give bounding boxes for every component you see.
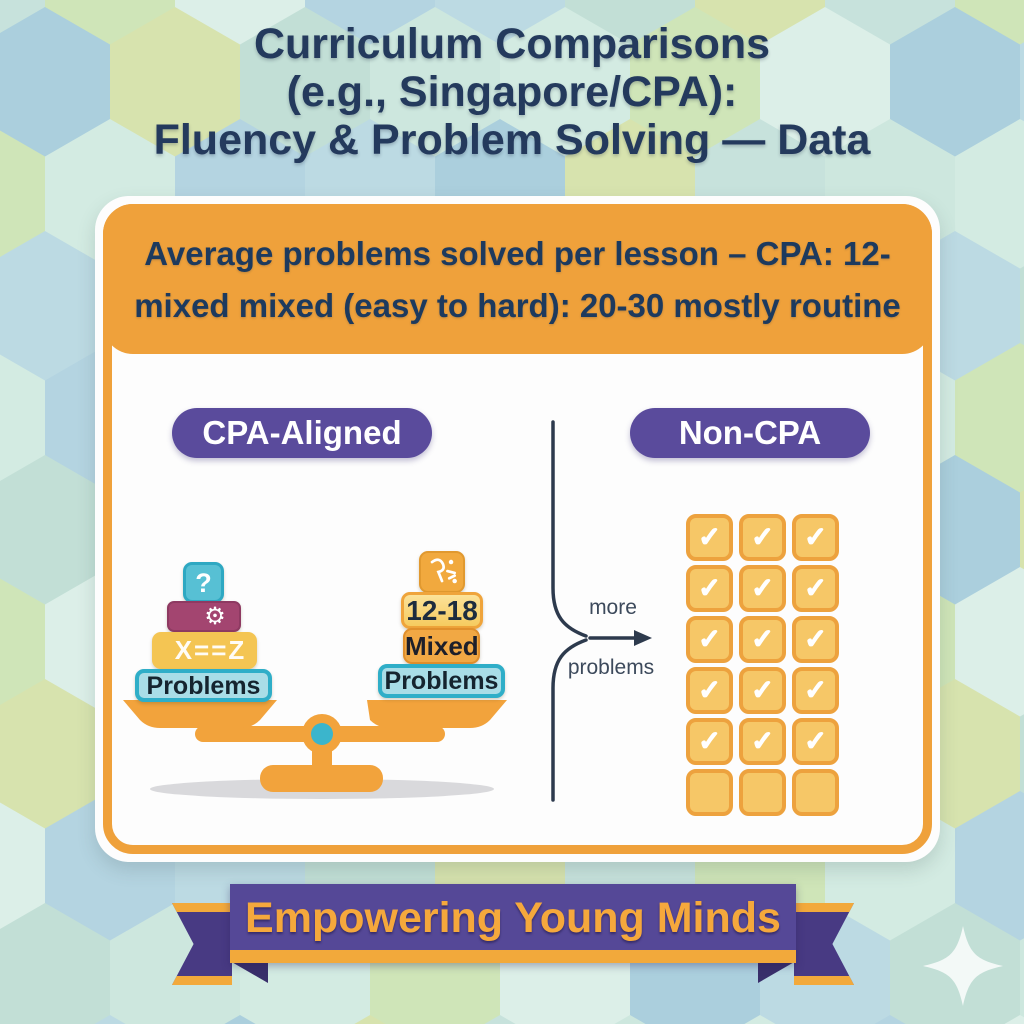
checkmark-icon: ✓: [750, 623, 775, 656]
checkbox-tile: ✓: [686, 616, 733, 663]
checkmark-icon: ✓: [750, 521, 775, 554]
ribbon-banner: Empowering Young Minds: [230, 884, 796, 963]
equation-block: X==Z: [152, 632, 257, 669]
checkmark-icon: ✓: [750, 674, 775, 707]
scale-pan-left: [123, 700, 277, 728]
checkbox-tile: ✓: [792, 718, 839, 765]
gear-block: ⚙: [167, 601, 241, 632]
checkmark-icon: ✓: [697, 623, 722, 656]
checkbox-tile: ✓: [739, 616, 786, 663]
checkbox-tile: ✓: [739, 565, 786, 612]
checkmark-icon: ✓: [803, 623, 828, 656]
checkmark-icon: ✓: [697, 521, 722, 554]
checkmark-icon: ✓: [803, 572, 828, 605]
checkbox-tile: ✓: [739, 667, 786, 714]
checkbox-tile: [686, 769, 733, 816]
right-panel-pill: Non-CPA: [630, 408, 870, 458]
problems-block-left: Problems: [135, 669, 272, 702]
checkbox-tile: [739, 769, 786, 816]
checkbox-tile: ✓: [792, 565, 839, 612]
checkbox-tile: ✓: [792, 667, 839, 714]
doodle-icon: [430, 558, 457, 584]
sparkle-icon: [923, 926, 1003, 1006]
left-panel-pill: CPA-Aligned: [172, 408, 432, 458]
title-line-2: (e.g., Singapore/CPA):: [286, 68, 738, 116]
checkmark-icon: ✓: [697, 725, 722, 758]
checkbox-grid: ✓ ✓ ✓ ✓ ✓ ✓ ✓ ✓ ✓ ✓ ✓ ✓ ✓ ✓ ✓: [686, 514, 839, 816]
problems-label: problems: [567, 656, 655, 679]
balance-scale-illustration: [123, 700, 507, 799]
problems-block-right: Problems: [378, 664, 505, 698]
checkbox-tile: ✓: [686, 718, 733, 765]
divider-arrow: [551, 420, 652, 802]
scale-pan-right: [367, 700, 507, 728]
checkbox-tile: ✓: [792, 616, 839, 663]
checkbox-tile: ✓: [686, 565, 733, 612]
question-block: ?: [183, 562, 224, 603]
checkbox-tile: ✓: [686, 667, 733, 714]
mixed-block: Mixed: [403, 628, 480, 664]
page-title: Curriculum Comparisons (e.g., Singapore/…: [0, 20, 1024, 164]
stat-banner-line-1: Average problems solved per lesson – CPA…: [144, 235, 891, 272]
checkbox-tile: ✓: [739, 718, 786, 765]
checkmark-icon: ✓: [697, 572, 722, 605]
checkmark-icon: ✓: [697, 674, 722, 707]
more-label: more: [589, 596, 637, 619]
range-block: 12-18: [401, 592, 483, 629]
checkbox-tile: [792, 769, 839, 816]
checkmark-icon: ✓: [803, 521, 828, 554]
checkmark-icon: ✓: [750, 572, 775, 605]
checkmark-icon: ✓: [803, 725, 828, 758]
ribbon-bottom-strip: [230, 950, 796, 963]
checkmark-icon: ✓: [750, 725, 775, 758]
title-line-3: Fluency & Problem Solving — Data: [153, 116, 871, 164]
question-mark-icon: ?: [195, 568, 212, 598]
ribbon-text: Empowering Young Minds: [245, 894, 781, 942]
checkbox-tile: ✓: [686, 514, 733, 561]
scale-base: [260, 765, 383, 792]
checkbox-tile: ✓: [739, 514, 786, 561]
doodle-block: [419, 551, 465, 593]
gear-icon: ⚙: [204, 602, 226, 630]
stat-banner-line-2: mixed mixed (easy to hard): 20-30 mostly…: [134, 287, 901, 324]
scale-pivot-dot: [311, 723, 333, 745]
title-line-1: Curriculum Comparisons: [253, 20, 771, 68]
checkmark-icon: ✓: [803, 674, 828, 707]
stat-banner: Average problems solved per lesson – CPA…: [103, 204, 932, 354]
checkbox-tile: ✓: [792, 514, 839, 561]
